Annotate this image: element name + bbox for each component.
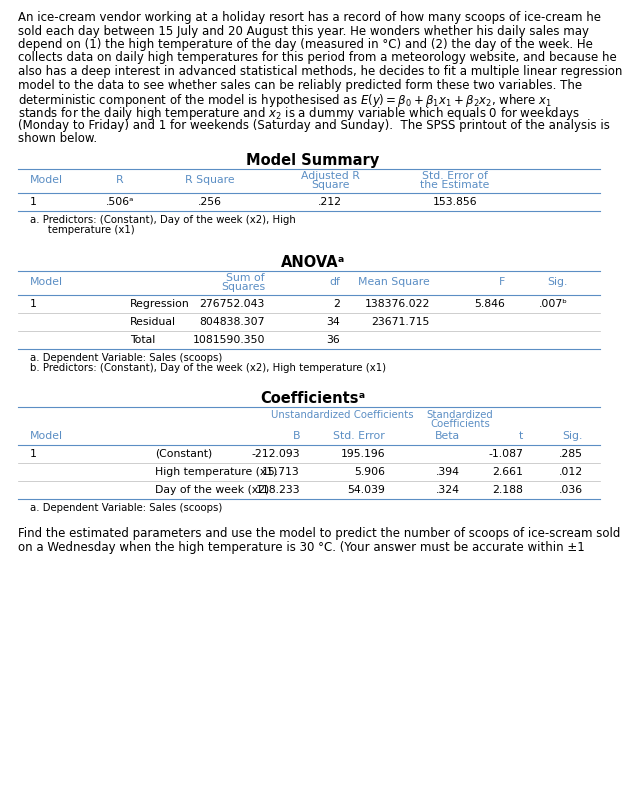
Text: depend on (1) the high temperature of the day (measured in °C) and (2) the day o: depend on (1) the high temperature of th… bbox=[18, 38, 593, 51]
Text: R: R bbox=[116, 175, 124, 185]
Text: 36: 36 bbox=[326, 335, 340, 345]
Text: Sum of: Sum of bbox=[227, 273, 265, 283]
Text: Unstandardized Coefficients: Unstandardized Coefficients bbox=[270, 410, 413, 420]
Text: deterministic component of the model is hypothesised as $E(y) = \beta_0 + \beta_: deterministic component of the model is … bbox=[18, 92, 552, 109]
Text: Adjusted R: Adjusted R bbox=[300, 171, 359, 181]
Text: df: df bbox=[329, 277, 340, 287]
Text: 2.661: 2.661 bbox=[492, 467, 523, 477]
Text: Square: Square bbox=[310, 180, 349, 190]
Text: .036: .036 bbox=[559, 485, 583, 495]
Text: 153.856: 153.856 bbox=[433, 197, 477, 207]
Text: .394: .394 bbox=[436, 467, 460, 477]
Text: 54.039: 54.039 bbox=[347, 485, 385, 495]
Text: Find the estimated parameters and use the model to predict the number of scoops : Find the estimated parameters and use th… bbox=[18, 527, 620, 540]
Text: ANOVAᵃ: ANOVAᵃ bbox=[281, 255, 345, 270]
Text: stands for the daily high temperature and $x_2$ is a dummy variable which equals: stands for the daily high temperature an… bbox=[18, 106, 580, 122]
Text: Mean Square: Mean Square bbox=[358, 277, 430, 287]
Text: .324: .324 bbox=[436, 485, 460, 495]
Text: (Constant): (Constant) bbox=[155, 449, 212, 459]
Text: High temperature (x1): High temperature (x1) bbox=[155, 467, 277, 477]
Text: Coefficients: Coefficients bbox=[430, 419, 490, 429]
Text: Std. Error: Std. Error bbox=[333, 431, 385, 441]
Text: 23671.715: 23671.715 bbox=[372, 317, 430, 327]
Text: 1: 1 bbox=[30, 299, 37, 309]
Text: on a Wednesday when the high temperature is 30 °C. (Your answer must be accurate: on a Wednesday when the high temperature… bbox=[18, 540, 585, 554]
Text: Model: Model bbox=[30, 431, 63, 441]
Text: Coefficientsᵃ: Coefficientsᵃ bbox=[260, 391, 366, 406]
Text: .012: .012 bbox=[559, 467, 583, 477]
Text: a. Dependent Variable: Sales (scoops): a. Dependent Variable: Sales (scoops) bbox=[30, 503, 222, 513]
Text: 2.188: 2.188 bbox=[492, 485, 523, 495]
Text: -1.087: -1.087 bbox=[488, 449, 523, 459]
Text: shown below.: shown below. bbox=[18, 133, 97, 145]
Text: Beta: Beta bbox=[435, 431, 460, 441]
Text: .506ᵃ: .506ᵃ bbox=[106, 197, 134, 207]
Text: Model: Model bbox=[30, 277, 63, 287]
Text: 5.906: 5.906 bbox=[354, 467, 385, 477]
Text: Regression: Regression bbox=[130, 299, 190, 309]
Text: 2: 2 bbox=[333, 299, 340, 309]
Text: 804838.307: 804838.307 bbox=[200, 317, 265, 327]
Text: 195.196: 195.196 bbox=[341, 449, 385, 459]
Text: the Estimate: the Estimate bbox=[420, 180, 490, 190]
Text: 15.713: 15.713 bbox=[262, 467, 300, 477]
Text: (Monday to Friday) and 1 for weekends (Saturday and Sunday).  The SPSS printout : (Monday to Friday) and 1 for weekends (S… bbox=[18, 119, 610, 132]
Text: 34: 34 bbox=[326, 317, 340, 327]
Text: Model: Model bbox=[30, 175, 63, 185]
Text: Std. Error of: Std. Error of bbox=[422, 171, 488, 181]
Text: sold each day between 15 July and 20 August this year. He wonders whether his da: sold each day between 15 July and 20 Aug… bbox=[18, 24, 589, 37]
Text: model to the data to see whether sales can be reliably predicted form these two : model to the data to see whether sales c… bbox=[18, 78, 582, 92]
Text: R Square: R Square bbox=[185, 175, 235, 185]
Text: Total: Total bbox=[130, 335, 155, 345]
Text: .285: .285 bbox=[559, 449, 583, 459]
Text: also has a deep interest in advanced statistical methods, he decides to fit a mu: also has a deep interest in advanced sta… bbox=[18, 65, 622, 78]
Text: 1: 1 bbox=[30, 449, 37, 459]
Text: 1081590.350: 1081590.350 bbox=[193, 335, 265, 345]
Text: .212: .212 bbox=[318, 197, 342, 207]
Text: 118.233: 118.233 bbox=[255, 485, 300, 495]
Text: 5.846: 5.846 bbox=[474, 299, 505, 309]
Text: b. Predictors: (Constant), Day of the week (x2), High temperature (x1): b. Predictors: (Constant), Day of the we… bbox=[30, 363, 386, 373]
Text: .007ᵇ: .007ᵇ bbox=[539, 299, 568, 309]
Text: 276752.043: 276752.043 bbox=[200, 299, 265, 309]
Text: An ice-cream vendor working at a holiday resort has a record of how many scoops : An ice-cream vendor working at a holiday… bbox=[18, 11, 601, 24]
Text: a. Predictors: (Constant), Day of the week (x2), High: a. Predictors: (Constant), Day of the we… bbox=[30, 215, 295, 225]
Text: 1: 1 bbox=[30, 197, 37, 207]
Text: Model Summary: Model Summary bbox=[247, 153, 379, 168]
Text: B: B bbox=[292, 431, 300, 441]
Text: Residual: Residual bbox=[130, 317, 176, 327]
Text: -212.093: -212.093 bbox=[252, 449, 300, 459]
Text: Sig.: Sig. bbox=[563, 431, 583, 441]
Text: F: F bbox=[499, 277, 505, 287]
Text: Day of the week (x2): Day of the week (x2) bbox=[155, 485, 269, 495]
Text: 138376.022: 138376.022 bbox=[364, 299, 430, 309]
Text: Squares: Squares bbox=[221, 282, 265, 292]
Text: collects data on daily high temperatures for this period from a meteorology webs: collects data on daily high temperatures… bbox=[18, 51, 617, 65]
Text: Sig.: Sig. bbox=[548, 277, 568, 287]
Text: t: t bbox=[519, 431, 523, 441]
Text: a. Dependent Variable: Sales (scoops): a. Dependent Variable: Sales (scoops) bbox=[30, 353, 222, 363]
Text: .256: .256 bbox=[198, 197, 222, 207]
Text: temperature (x1): temperature (x1) bbox=[38, 225, 135, 235]
Text: Standardized: Standardized bbox=[427, 410, 493, 420]
